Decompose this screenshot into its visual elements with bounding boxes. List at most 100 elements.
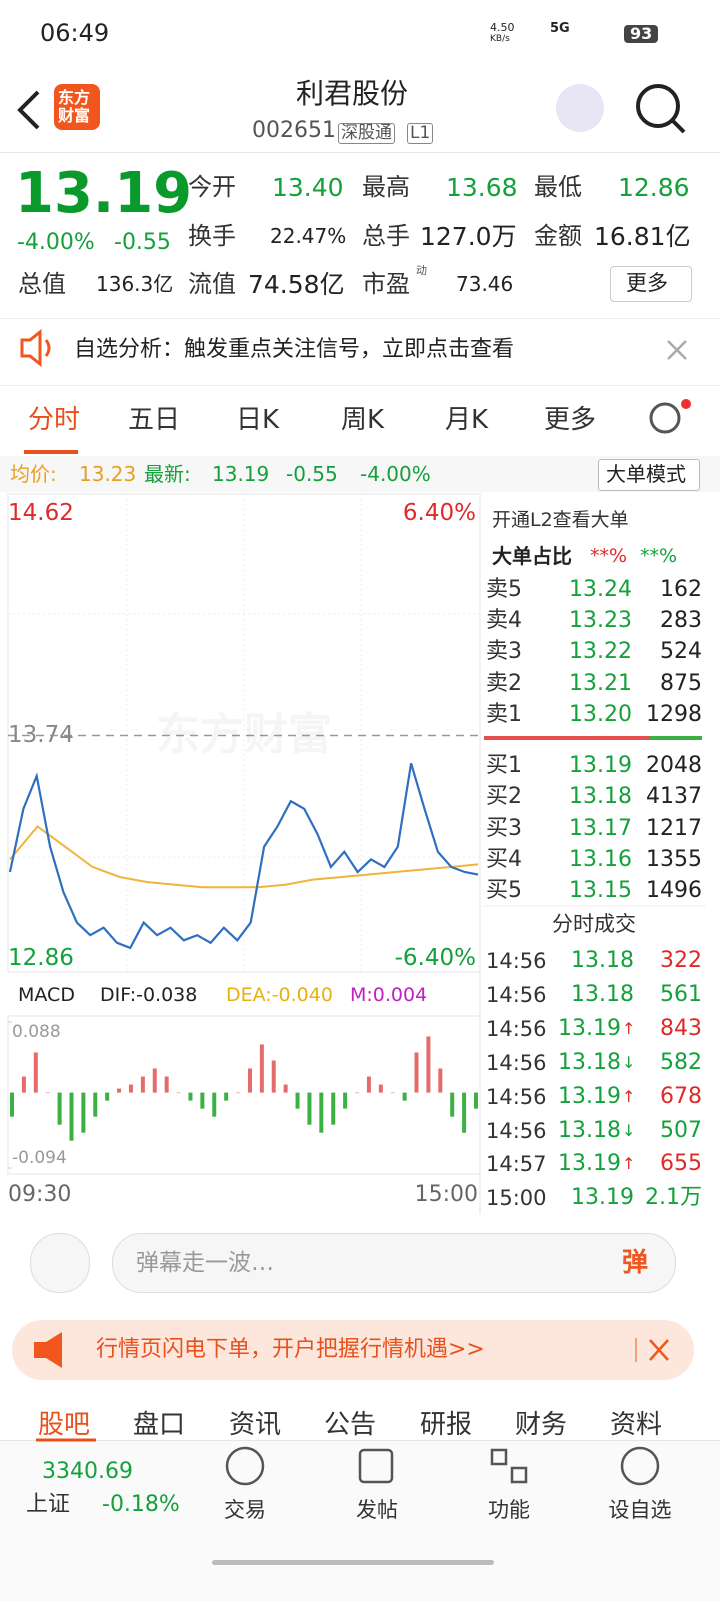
more-button[interactable] [610, 266, 692, 302]
nav-item[interactable]: 交易 [224, 1497, 266, 1522]
search-icon[interactable] [636, 84, 680, 128]
trade-volume: 582 [660, 1050, 702, 1075]
book-volume: 1217 [646, 816, 702, 841]
y-tick-label: 13.74 [8, 722, 74, 748]
watch-icon[interactable] [620, 1446, 660, 1486]
stat-label: 今开 [188, 173, 236, 201]
macd-bar [390, 1092, 395, 1094]
banner-bg[interactable] [12, 1320, 694, 1380]
notice-text[interactable]: 自选分析：触发重点关注信号，立即点击查看 [74, 337, 515, 362]
book-label: 买2 [486, 784, 522, 809]
macd-bar [57, 1092, 62, 1125]
book-label: 卖2 [486, 671, 522, 696]
net-speed: 4.50 [490, 20, 515, 34]
trade-volume: 655 [660, 1151, 702, 1176]
ratio-label: 大单占比 [492, 544, 572, 568]
comment-placeholder[interactable]: 弹幕走一波… [136, 1249, 274, 1276]
speaker-icon [20, 328, 51, 368]
comment-input[interactable] [112, 1233, 676, 1293]
stock-name: 利君股份 [295, 77, 408, 110]
tab[interactable]: 月K [445, 405, 489, 435]
danmaku-button[interactable]: 弹 [622, 1248, 649, 1278]
trade-price: 13.18 [571, 948, 634, 973]
logo: 东方财富 [58, 88, 91, 125]
macd-bar [164, 1076, 169, 1093]
y-tick-label: 14.62 [8, 499, 74, 526]
tab[interactable]: 五日 [128, 405, 181, 435]
status-time: 06:49 [40, 19, 110, 47]
macd-bar [10, 1092, 14, 1117]
macd-bar [474, 1092, 478, 1109]
trade-price: 13.19 [558, 1016, 621, 1041]
book-volume: 162 [660, 577, 702, 602]
sub-tab[interactable]: 盘口 [133, 1410, 186, 1440]
sub-tab[interactable]: 资料 [610, 1410, 663, 1440]
trade-arrow: ↑ [622, 1154, 636, 1173]
sub-tab[interactable]: 资讯 [229, 1410, 282, 1440]
comment-icon[interactable] [30, 1233, 90, 1293]
book-price: 13.15 [569, 878, 632, 903]
search-icon-handle [670, 118, 686, 134]
post-icon[interactable] [358, 1448, 394, 1484]
l2-promo[interactable]: 开通L2查看大单 [492, 508, 629, 531]
book-volume: 875 [660, 671, 702, 696]
book-label: 买1 [486, 753, 522, 778]
macd-bar [200, 1092, 205, 1109]
info-avg-label: 均价: [10, 462, 57, 486]
nav-item[interactable]: 设自选 [608, 1497, 672, 1522]
trade-price: 13.18 [558, 1050, 621, 1075]
trade-icon[interactable] [225, 1446, 265, 1486]
more-button-label[interactable]: 更多 [626, 270, 668, 295]
sub-tab[interactable]: 研报 [420, 1410, 473, 1440]
macd-bar [224, 1092, 229, 1101]
macd-bar [378, 1084, 383, 1093]
sub-tab[interactable]: 股吧 [38, 1410, 91, 1440]
macd-bar [450, 1092, 455, 1117]
assistant-avatar[interactable] [556, 84, 604, 132]
stat-value: 12.86 [618, 172, 690, 202]
nav-item[interactable]: 发帖 [356, 1497, 398, 1522]
book-price: 13.17 [569, 816, 632, 841]
trades-title: 分时成交 [552, 911, 636, 936]
level-tag: L1 [407, 122, 434, 144]
back-icon[interactable] [17, 90, 40, 130]
trade-time: 14:57 [486, 1151, 547, 1176]
sub-tab[interactable]: 公告 [324, 1410, 377, 1440]
func-icon[interactable] [490, 1448, 508, 1466]
settings-icon[interactable] [649, 402, 681, 434]
index-name: 上证 [26, 1492, 71, 1517]
trade-arrow: ↓ [622, 1053, 636, 1072]
mode-button[interactable] [598, 459, 700, 491]
notice-close[interactable] [667, 340, 687, 360]
banner-text[interactable]: 行情页闪电下单，开户把握行情机遇>> [96, 1337, 485, 1362]
stock-code: 002651 [252, 118, 336, 143]
mode-label[interactable]: 大单模式 [606, 462, 686, 486]
macd-bar [414, 1052, 419, 1093]
banner-close[interactable] [649, 1339, 669, 1361]
stat-label: 换手 [188, 222, 236, 250]
trade-volume: 322 [660, 948, 702, 973]
book-label: 买4 [486, 847, 522, 872]
trade-price: 13.19 [558, 1151, 621, 1176]
macd-select[interactable]: MACD [18, 983, 75, 1006]
header-divider [0, 152, 720, 153]
tab[interactable]: 分时 [28, 405, 81, 435]
y-tick-label: 12.86 [8, 944, 74, 971]
macd-frame [7, 1015, 481, 1175]
tab[interactable]: 更多 [544, 405, 597, 435]
macd-bar [438, 1068, 443, 1093]
book-label: 买3 [486, 816, 522, 841]
nav-item[interactable]: 功能 [488, 1497, 530, 1522]
trade-price: 13.19 [571, 1185, 634, 1210]
book-volume: 1355 [646, 847, 702, 872]
trade-time: 14:56 [486, 948, 547, 973]
macd-bar [212, 1092, 217, 1117]
book-volume: 1298 [646, 702, 702, 727]
tab[interactable]: 周K [341, 405, 385, 435]
book-label: 卖5 [486, 577, 522, 602]
tab[interactable]: 日K [236, 405, 280, 435]
time-end: 15:00 [414, 1182, 478, 1207]
macd-bar [33, 1052, 38, 1093]
sub-tab[interactable]: 财务 [515, 1410, 568, 1440]
notice-bg[interactable] [0, 318, 720, 386]
